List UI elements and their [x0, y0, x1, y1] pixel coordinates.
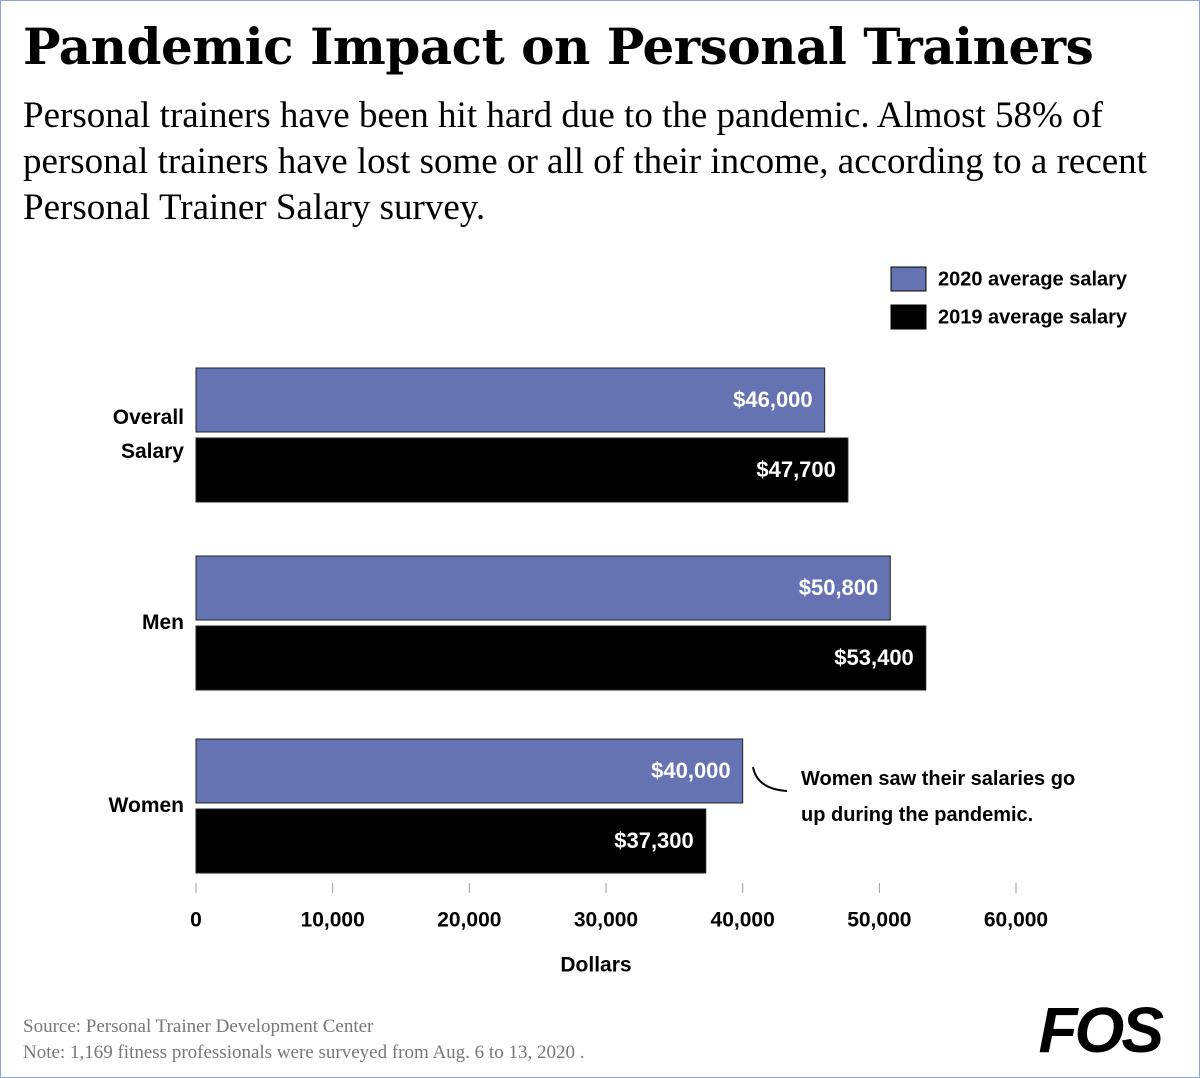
legend-swatch	[890, 266, 927, 292]
x-tick-label: 0	[190, 909, 202, 932]
note: Note: 1,169 fitness professionals were s…	[23, 1042, 585, 1063]
value-label: $40,000	[651, 758, 731, 783]
chart-subtitle: Personal trainers have been hit hard due…	[23, 95, 1147, 228]
annotation: Women saw their salaries go up during th…	[801, 768, 1076, 826]
bar	[195, 437, 849, 503]
value-label: $46,000	[733, 387, 813, 412]
x-tick-label: 30,000	[574, 909, 638, 932]
value-label: $47,700	[756, 457, 836, 482]
chart: 0 10,000 20,000 30,000 40,000 50,000 60,000 Dol…	[190, 266, 1128, 977]
value-label: $53,400	[834, 645, 914, 670]
legend-label: 2020 average salary	[938, 268, 1128, 290]
bar	[195, 738, 744, 804]
bar	[195, 555, 891, 621]
legend-label: 2019 average salary	[938, 306, 1128, 328]
x-tick-label: 40,000	[711, 909, 775, 932]
chart-title: Pandemic Impact on Personal Trainers	[23, 17, 1094, 76]
legend-swatch	[890, 304, 927, 330]
annotation-curve	[752, 766, 788, 792]
x-tick-label: 60,000	[984, 909, 1048, 932]
y-tick-label: Men	[142, 611, 184, 634]
x-tick-label: 10,000	[301, 909, 365, 932]
y-tick-label: Women	[108, 794, 184, 817]
source: Source: Personal Trainer Development Cen…	[23, 1016, 374, 1037]
x-tick-label: 20,000	[437, 909, 501, 932]
bar	[195, 625, 927, 691]
value-label: $37,300	[614, 828, 694, 853]
bar	[195, 808, 707, 874]
value-label: $50,800	[799, 575, 879, 600]
logo: FOS	[1038, 994, 1164, 1066]
x-axis-label: Dollars	[560, 954, 631, 977]
x-tick-label: 50,000	[847, 909, 911, 932]
y-tick-label: Overall Salary	[112, 406, 184, 463]
bar	[195, 367, 826, 433]
